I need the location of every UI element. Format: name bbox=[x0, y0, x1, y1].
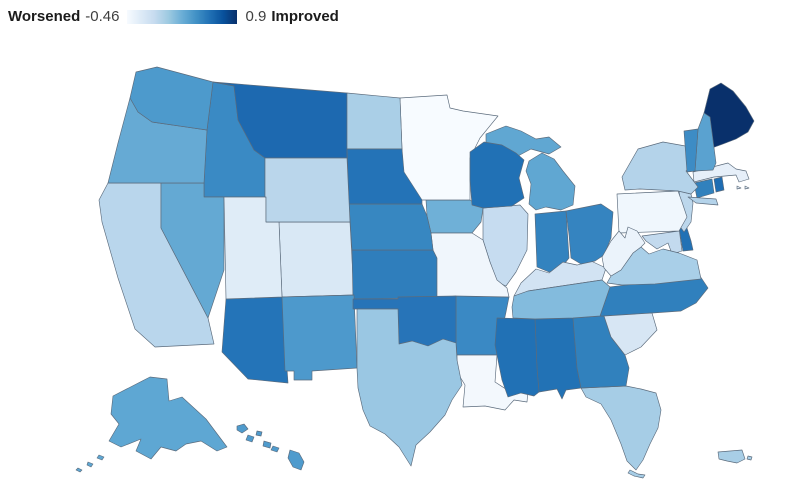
legend-improved-label: Improved bbox=[271, 8, 339, 25]
state-florida[interactable] bbox=[580, 385, 662, 479]
state-kansas[interactable] bbox=[351, 249, 438, 300]
state-puerto-rico[interactable] bbox=[717, 449, 753, 464]
state-nevada[interactable] bbox=[160, 182, 225, 319]
state-west-virginia[interactable] bbox=[601, 226, 646, 277]
state-vermont[interactable] bbox=[683, 128, 699, 173]
state-wyoming[interactable] bbox=[264, 157, 351, 223]
state-washington[interactable] bbox=[129, 66, 214, 131]
state-nebraska[interactable] bbox=[348, 203, 434, 251]
state-connecticut[interactable] bbox=[693, 178, 715, 199]
legend-worsened-label: Worsened bbox=[8, 8, 81, 25]
legend-gradient-bar bbox=[127, 10, 238, 24]
state-missouri[interactable] bbox=[430, 232, 510, 299]
state-mississippi[interactable] bbox=[494, 317, 540, 398]
state-rhode-island[interactable] bbox=[713, 176, 725, 193]
state-texas[interactable] bbox=[356, 308, 463, 467]
state-arizona[interactable] bbox=[221, 296, 289, 384]
state-new-mexico[interactable] bbox=[281, 294, 358, 381]
state-alaska[interactable] bbox=[75, 376, 228, 473]
state-hawaii[interactable] bbox=[236, 423, 305, 471]
legend-min-value: -0.46 bbox=[85, 8, 120, 25]
state-colorado[interactable] bbox=[278, 221, 355, 298]
state-ohio[interactable] bbox=[565, 203, 614, 265]
state-south-carolina[interactable] bbox=[603, 312, 658, 356]
state-wisconsin[interactable] bbox=[469, 141, 525, 209]
color-legend: Worsened -0.46 0.9 Improved bbox=[8, 6, 339, 28]
state-pennsylvania[interactable] bbox=[616, 190, 688, 234]
state-north-carolina[interactable] bbox=[599, 275, 709, 317]
state-north-dakota[interactable] bbox=[346, 92, 403, 150]
legend-max-value: 0.9 bbox=[245, 8, 267, 25]
state-tennessee[interactable] bbox=[511, 279, 611, 320]
